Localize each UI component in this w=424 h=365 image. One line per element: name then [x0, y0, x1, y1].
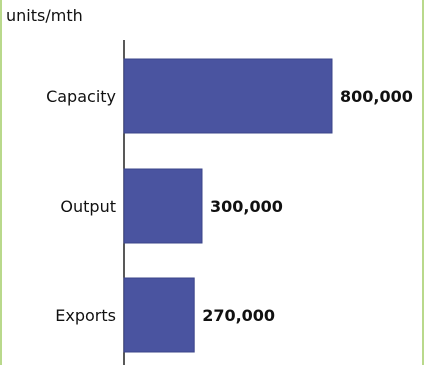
bar-capacity: [123, 58, 333, 134]
data-label-output: 300,000: [210, 197, 283, 216]
data-label-capacity: 800,000: [340, 87, 413, 106]
data-label-exports: 270,000: [202, 306, 275, 325]
unit-label: units/mth: [6, 6, 83, 25]
bar-output: [123, 168, 203, 244]
category-label-capacity: Capacity: [46, 87, 116, 106]
bar-exports: [123, 277, 195, 353]
category-label-output: Output: [60, 197, 116, 216]
category-label-exports: Exports: [55, 306, 116, 325]
